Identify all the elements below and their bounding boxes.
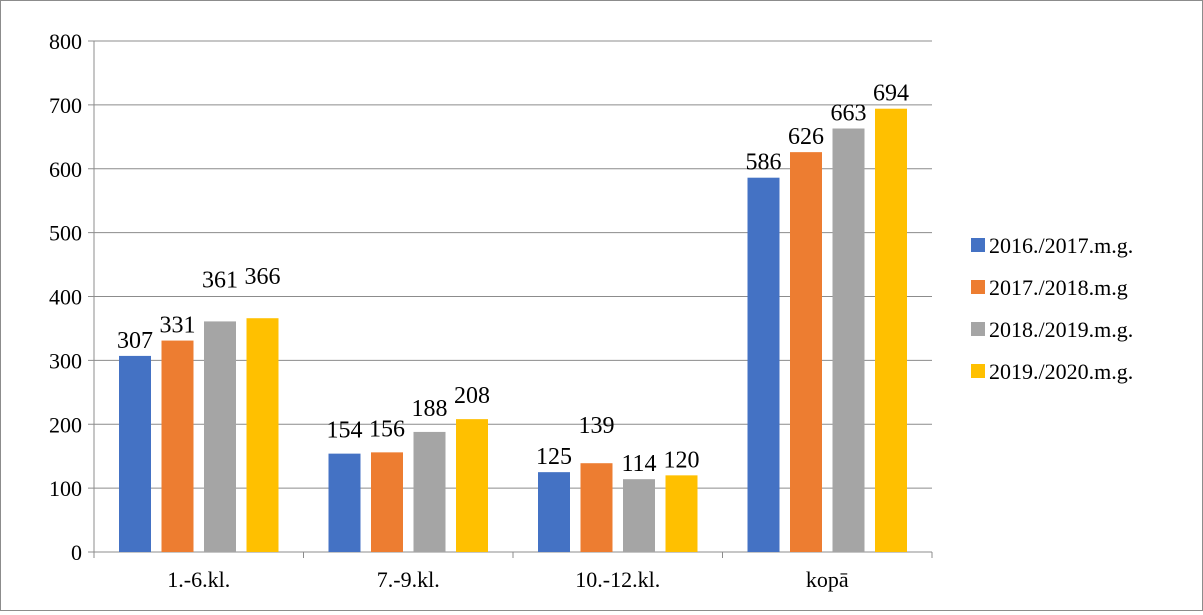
bar [790,152,822,552]
legend: 2016./2017.m.g. 2017./2018.m.g 2018./2019.… [971,233,1133,384]
y-tick-label: 0 [71,540,82,565]
data-label: 114 [621,451,656,477]
data-label: 154 [327,418,363,444]
bar [328,453,361,552]
bars [119,108,907,553]
data-label: 208 [454,383,490,409]
data-label: 188 [412,396,448,422]
legend-label: 2017./2018.m.g [989,275,1128,300]
bar [456,419,488,552]
data-label: 694 [873,81,909,107]
x-tick-label: kopā [806,567,849,592]
bar [747,177,780,552]
bar [413,431,446,552]
y-tick-label: 200 [49,412,82,437]
data-label: 125 [536,444,572,470]
bar [161,340,194,552]
legend-swatch [971,364,985,378]
data-labels: 307 154 125 586 331 156 139 626 361 188 114 663 366 2… [117,81,909,477]
legend-swatch [971,238,985,252]
data-label: 120 [664,447,700,473]
data-label: 626 [788,124,824,150]
bar [246,318,279,552]
data-label: 307 [117,328,153,354]
data-label: 663 [831,101,867,127]
bar [371,452,403,552]
axes: 0 100 200 300 400 500 600 700 800 1.-6.kl. 7.-9.kl… [49,29,933,592]
y-tick-label: 400 [49,285,82,310]
data-label: 156 [369,416,405,442]
data-label: 139 [579,413,615,439]
y-tick-label: 600 [49,157,82,182]
bar [204,321,236,552]
x-tick-label: 10.-12.kl. [575,567,660,592]
bar [538,472,570,552]
data-label: 586 [746,150,782,176]
y-tick-label: 300 [49,348,82,373]
bar [875,108,907,553]
x-tick-label: 7.-9.kl. [377,567,440,592]
legend-label: 2019./2020.m.g. [989,359,1133,384]
y-tick-label: 700 [49,93,82,118]
legend-label: 2018./2019.m.g. [989,317,1133,342]
legend-swatch [971,280,985,294]
bar [580,463,613,552]
legend-swatch [971,322,985,336]
data-label: 366 [245,264,281,290]
y-tick-label: 800 [49,29,82,54]
legend-label: 2016./2017.m.g. [989,233,1133,258]
data-label: 361 [202,267,238,293]
bar [665,475,698,552]
bar [119,355,151,552]
y-tick-label: 100 [49,476,82,501]
data-label: 331 [160,313,196,339]
x-tick-label: 1.-6.kl. [167,567,230,592]
bar [832,128,865,552]
y-tick-label: 500 [49,221,82,246]
bar [623,479,655,552]
